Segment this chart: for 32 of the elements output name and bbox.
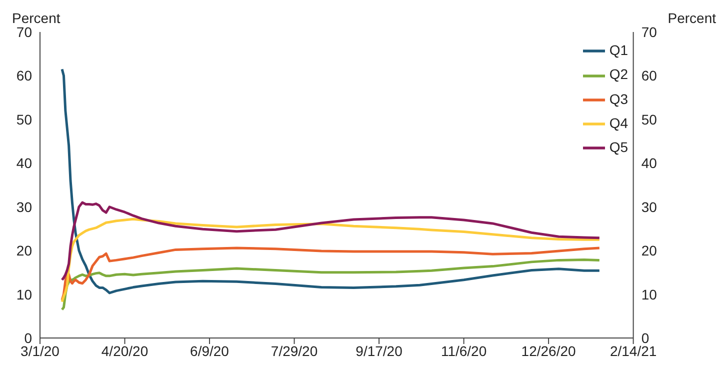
line-series (60, 68, 601, 294)
x-tick-label: 12/26/20 (521, 342, 576, 359)
x-tick-label: 9/17/20 (356, 342, 403, 359)
y-tick-label: 30 (16, 198, 32, 215)
line-series (60, 246, 601, 302)
line-series (60, 218, 601, 303)
y-tick-label: 70 (16, 24, 32, 40)
y2-tick-label: 10 (641, 286, 658, 302)
legend-label: Q3 (609, 90, 628, 107)
legend-label: Q5 (609, 139, 628, 156)
line-series (60, 201, 601, 282)
x-tick-label: 6/9/20 (190, 342, 230, 359)
x-tick-label: 11/6/20 (440, 342, 487, 359)
y-tick-label: 10 (16, 286, 32, 302)
y-tick-label: 50 (16, 111, 32, 128)
x-tick-label: 4/20/20 (101, 342, 148, 359)
y2-tick-label: 50 (641, 111, 658, 128)
y2-tick-label: 40 (641, 155, 658, 172)
x-tick-label: 7/29/20 (270, 342, 318, 359)
legend-label: Q4 (609, 114, 628, 131)
y2-tick-label: 30 (641, 198, 658, 215)
legend-label: Q1 (609, 42, 628, 58)
y-tick-label: 40 (16, 155, 32, 172)
line-series (60, 258, 601, 311)
y-axis-title: Percent (12, 10, 60, 26)
legend-label: Q2 (609, 66, 628, 82)
y2-tick-label: 60 (641, 68, 658, 84)
y-tick-label: 20 (16, 242, 32, 259)
y2-tick-label: 20 (641, 242, 658, 259)
y2-tick-label: 70 (641, 24, 658, 40)
y2-axis-title: Percent (668, 10, 716, 26)
y-tick-label: 60 (16, 68, 32, 84)
